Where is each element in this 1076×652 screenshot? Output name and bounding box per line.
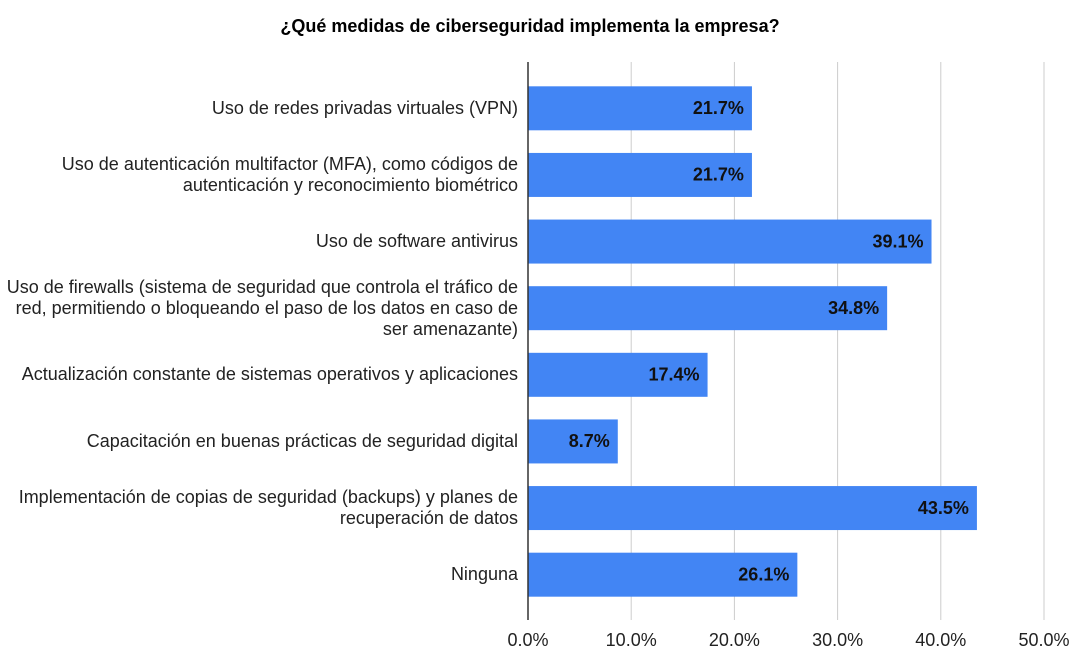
value-label: 26.1%	[738, 564, 789, 584]
y-tick-label: Uso de autenticación multifactor (MFA), …	[61, 153, 518, 195]
x-tick-label: 40.0%	[915, 630, 966, 650]
x-tick-label: 0.0%	[507, 630, 548, 650]
bar	[528, 486, 977, 531]
bar	[528, 352, 708, 397]
value-label: 8.7%	[569, 431, 610, 451]
y-tick-label: Uso de software antivirus	[315, 231, 518, 252]
chart-title: ¿Qué medidas de ciberseguridad implement…	[280, 16, 779, 36]
value-label: 21.7%	[693, 98, 744, 118]
value-label: 39.1%	[872, 231, 923, 251]
bar	[528, 552, 798, 597]
x-tick-label: 50.0%	[1018, 630, 1069, 650]
x-tick-label: 20.0%	[709, 630, 760, 650]
y-tick-label: Uso de firewalls (sistema de seguridad q…	[6, 276, 518, 339]
bar	[528, 86, 752, 131]
y-tick-label: Uso de redes privadas virtuales (VPN)	[211, 97, 518, 118]
value-label: 34.8%	[828, 298, 879, 318]
bar	[528, 286, 888, 331]
value-label: 17.4%	[649, 365, 700, 385]
y-tick-label: Actualización constante de sistemas oper…	[21, 364, 518, 385]
x-tick-label: 30.0%	[812, 630, 863, 650]
x-tick-label: 10.0%	[606, 630, 657, 650]
value-label: 43.5%	[918, 498, 969, 518]
y-tick-label: Capacitación en buenas prácticas de segu…	[86, 430, 518, 451]
bar	[528, 219, 932, 264]
value-label: 21.7%	[693, 165, 744, 185]
y-tick-label: Implementación de copias de seguridad (b…	[18, 487, 518, 529]
bar	[528, 152, 752, 197]
y-tick-label: Ninguna	[450, 564, 518, 585]
bar	[528, 419, 618, 464]
